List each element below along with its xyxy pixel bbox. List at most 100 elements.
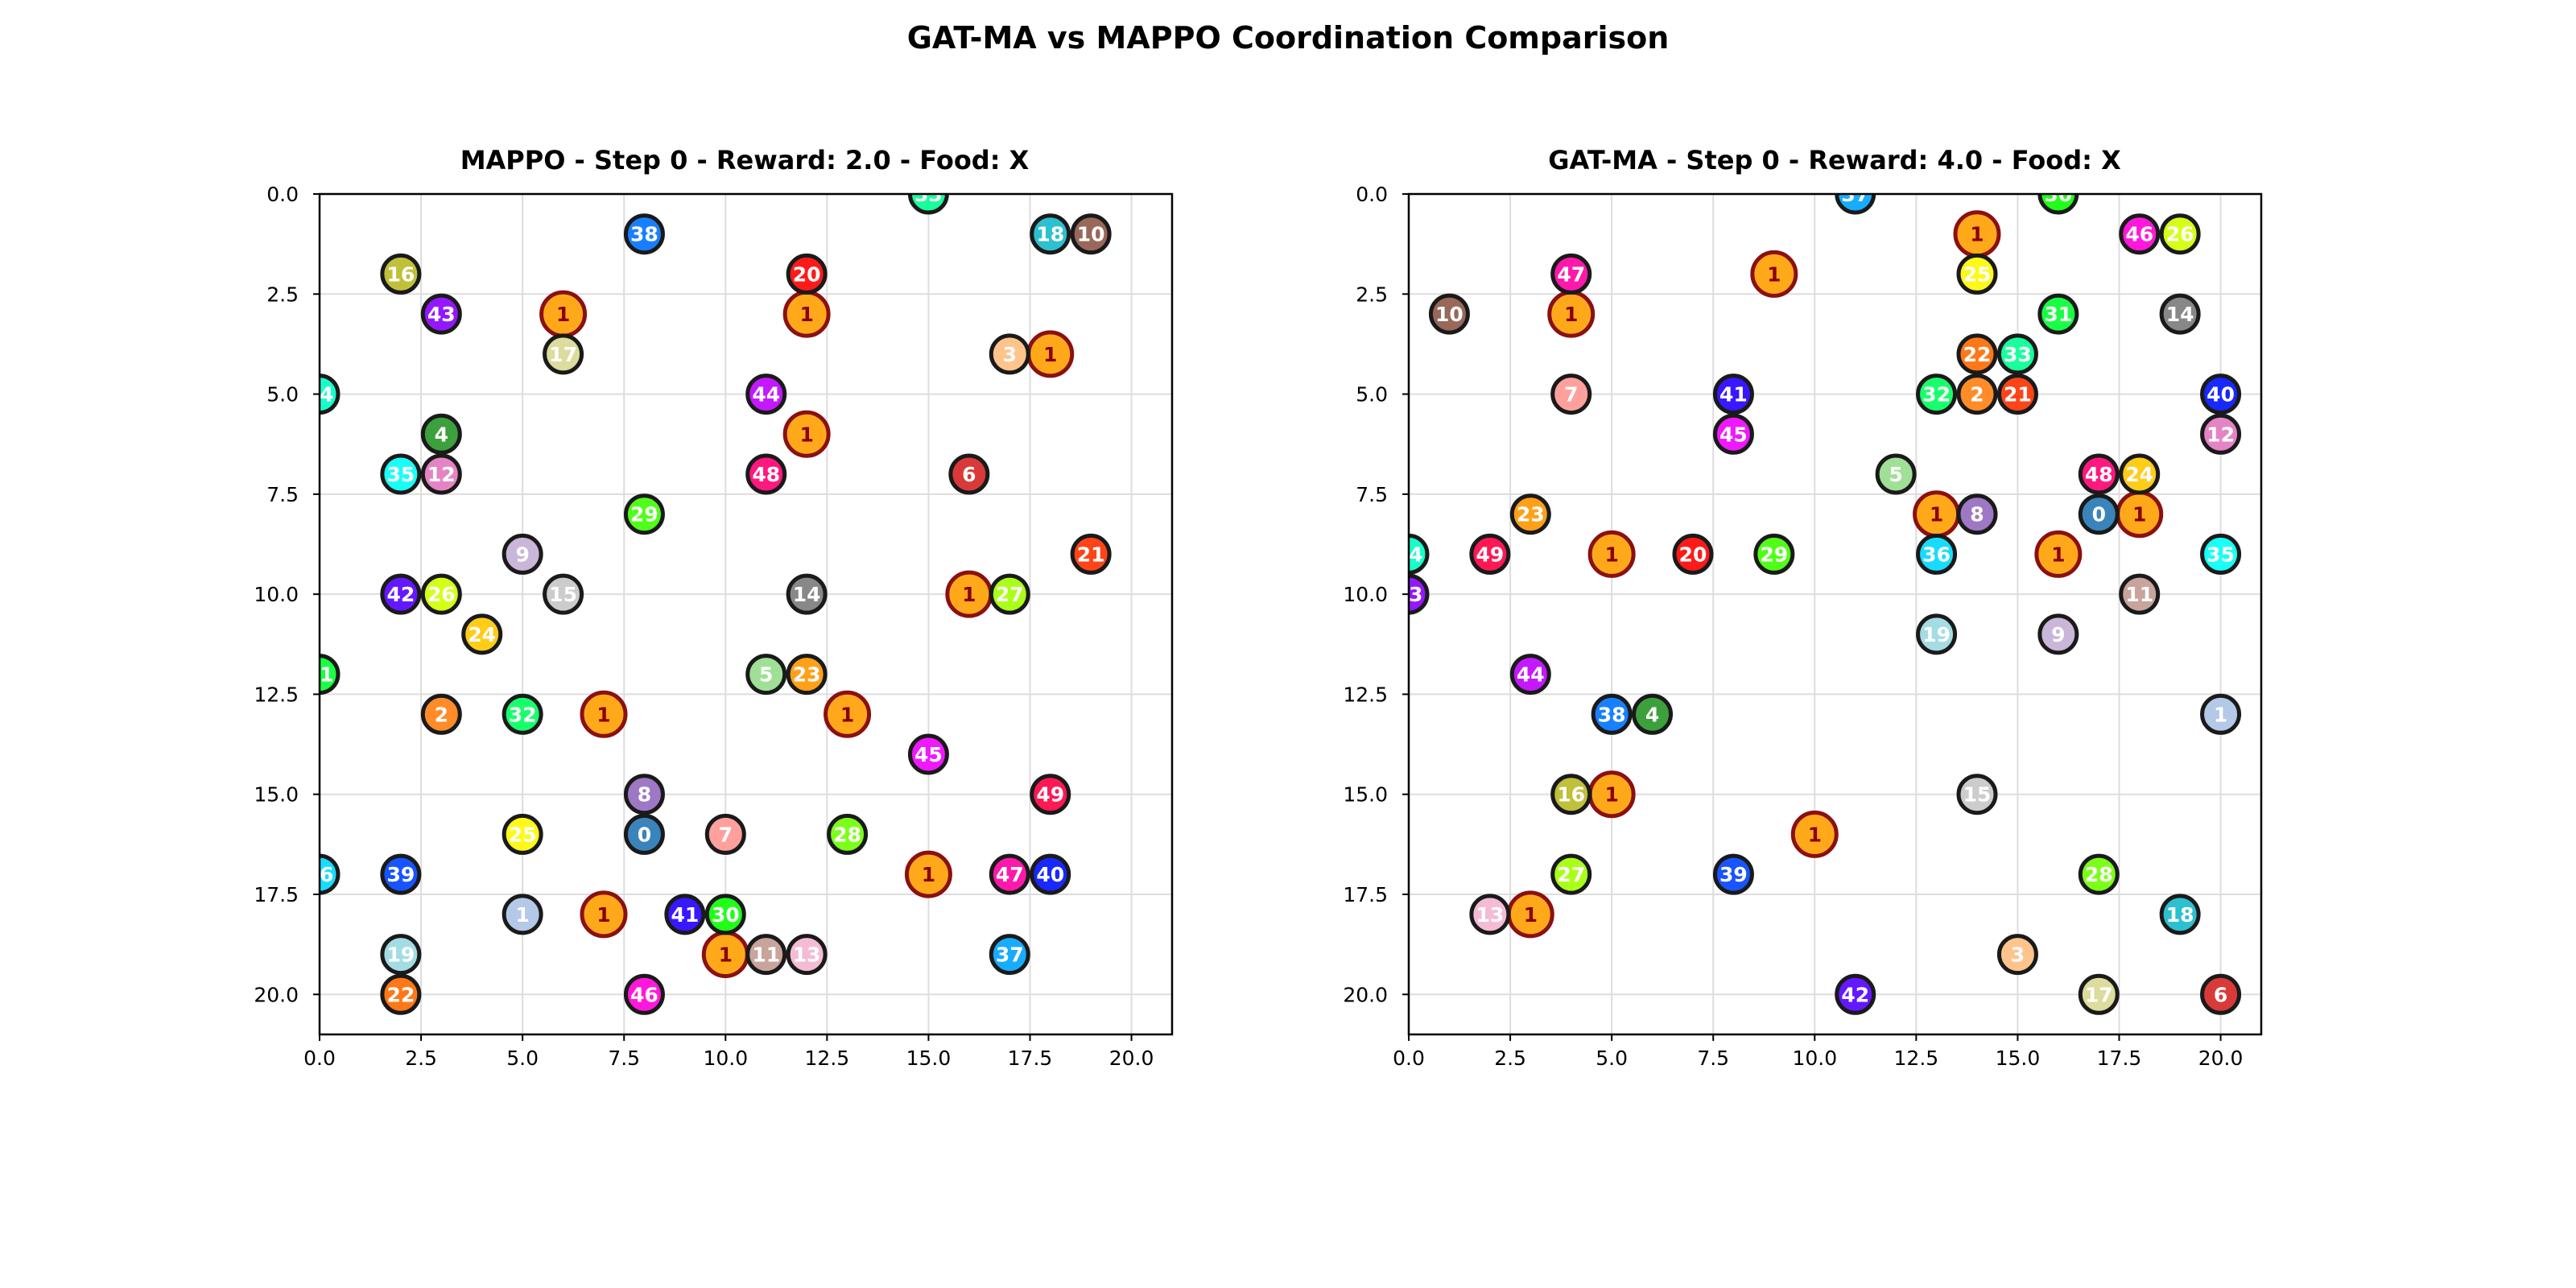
agent-marker: 18 <box>1030 213 1071 255</box>
y-tick-label: 5.0 <box>266 383 299 407</box>
x-tick-label: 10.0 <box>1792 1046 1837 1070</box>
agent-circle <box>1550 253 1592 295</box>
agent-marker: 38 <box>1591 693 1633 735</box>
food-marker: 1 <box>1750 250 1798 298</box>
agent-marker: 22 <box>1956 333 1998 375</box>
agent-circle <box>2037 293 2079 335</box>
agent-circle <box>2078 853 2120 895</box>
agent-circle <box>420 413 462 455</box>
food-marker: 1 <box>2034 530 2083 578</box>
agent-circle <box>1712 374 1754 415</box>
agent-circle <box>320 374 341 415</box>
agent-circle <box>664 894 706 935</box>
agent-marker: 14 <box>2159 293 2201 335</box>
agent-label: 17 <box>2085 983 2113 1006</box>
agent-marker: 14 <box>786 573 828 615</box>
agent-marker: 13 <box>1469 894 1511 935</box>
agent-circle <box>2037 613 2079 655</box>
agent-label: 29 <box>1760 543 1788 566</box>
agent-circle <box>1956 333 1998 375</box>
agent-circle <box>1956 774 1998 815</box>
agent-marker: 12 <box>2200 413 2242 455</box>
agent-label: 38 <box>630 223 658 246</box>
agent-marker: 39 <box>1712 853 1754 895</box>
agent-circle <box>745 374 787 415</box>
agent-marker: 15 <box>1956 774 1998 815</box>
y-tick-label: 5.0 <box>1356 383 1388 407</box>
agent-circle <box>2119 213 2161 255</box>
y-tick-label: 17.5 <box>254 883 299 906</box>
agent-marker: 1 <box>502 894 543 935</box>
food-circle <box>580 690 628 738</box>
food-label: 1 <box>1767 262 1781 286</box>
food-label: 1 <box>962 583 976 606</box>
agent-marker: 44 <box>745 374 787 415</box>
gatma-subplot-title: GAT-MA - Step 0 - Reward: 4.0 - Food: X <box>1548 145 2121 175</box>
food-circle <box>580 890 628 939</box>
agent-label: 23 <box>793 663 821 687</box>
agent-circle <box>420 453 462 495</box>
agent-marker: 5 <box>1875 453 1917 495</box>
agent-marker: 7 <box>1550 374 1592 415</box>
agent-marker: 2 <box>1956 374 1998 415</box>
food-label: 1 <box>2132 503 2146 526</box>
agent-circle <box>420 693 462 735</box>
agent-marker: 23 <box>1509 493 1551 535</box>
agent-circle <box>907 194 949 215</box>
agent-label: 0 <box>638 823 651 846</box>
agent-circle <box>1509 654 1551 696</box>
food-label: 1 <box>1524 903 1538 927</box>
agent-label: 10 <box>1435 303 1463 326</box>
agent-label: 39 <box>1719 863 1748 886</box>
agent-marker: 9 <box>2037 613 2079 655</box>
food-marker: 1 <box>1506 890 1554 939</box>
agent-circle <box>502 813 543 855</box>
food-label: 1 <box>1970 223 1984 246</box>
agent-circle <box>1996 333 2038 375</box>
agent-circle <box>1996 374 2038 415</box>
agent-circle <box>1070 533 1112 575</box>
food-circle <box>782 410 831 458</box>
agent-label: 34 <box>1395 543 1423 566</box>
x-tick-label: 12.5 <box>1894 1046 1939 1070</box>
agent-label: 8 <box>1970 503 1984 526</box>
agent-label: 23 <box>1517 503 1545 526</box>
agent-label: 15 <box>549 583 577 606</box>
agent-circle <box>2200 693 2242 735</box>
x-tick-label: 2.5 <box>1494 1046 1526 1070</box>
agent-marker: 7 <box>704 813 746 855</box>
mappo-subplot-title: MAPPO - Step 0 - Reward: 2.0 - Food: X <box>460 145 1030 175</box>
agent-marker: 34 <box>1395 533 1430 575</box>
agent-marker: 25 <box>1956 253 1998 295</box>
agent-marker: 2 <box>420 693 462 735</box>
agent-circle <box>989 853 1030 895</box>
agent-marker: 23 <box>786 654 828 696</box>
food-label: 1 <box>1043 343 1057 366</box>
agent-circle <box>2159 894 2201 935</box>
agent-circle <box>623 813 665 855</box>
agent-label: 41 <box>1719 383 1748 407</box>
agent-circle <box>704 813 746 855</box>
agent-label: 16 <box>1557 783 1585 807</box>
agent-circle <box>380 973 422 1015</box>
agent-label: 5 <box>1889 463 1902 486</box>
y-tick-label: 0.0 <box>266 183 299 206</box>
agent-circle <box>1875 453 1917 495</box>
food-label: 1 <box>1604 543 1618 566</box>
y-tick-label: 7.5 <box>266 483 299 506</box>
food-label: 1 <box>1604 783 1618 807</box>
agent-marker: 35 <box>380 453 422 495</box>
agent-label: 6 <box>2214 983 2227 1006</box>
agent-marker: 46 <box>2119 213 2161 255</box>
agent-marker: 6 <box>2200 973 2242 1015</box>
agent-circle <box>543 333 584 375</box>
food-label: 1 <box>799 303 813 326</box>
agent-label: 13 <box>1476 903 1504 927</box>
x-tick-label: 5.0 <box>506 1046 539 1070</box>
agent-label: 43 <box>427 303 456 326</box>
agent-marker: 9 <box>502 533 543 575</box>
agent-marker: 28 <box>2078 853 2120 895</box>
agent-marker: 24 <box>2119 453 2161 495</box>
agent-circle <box>623 973 665 1015</box>
agent-marker: 10 <box>1070 213 1112 255</box>
